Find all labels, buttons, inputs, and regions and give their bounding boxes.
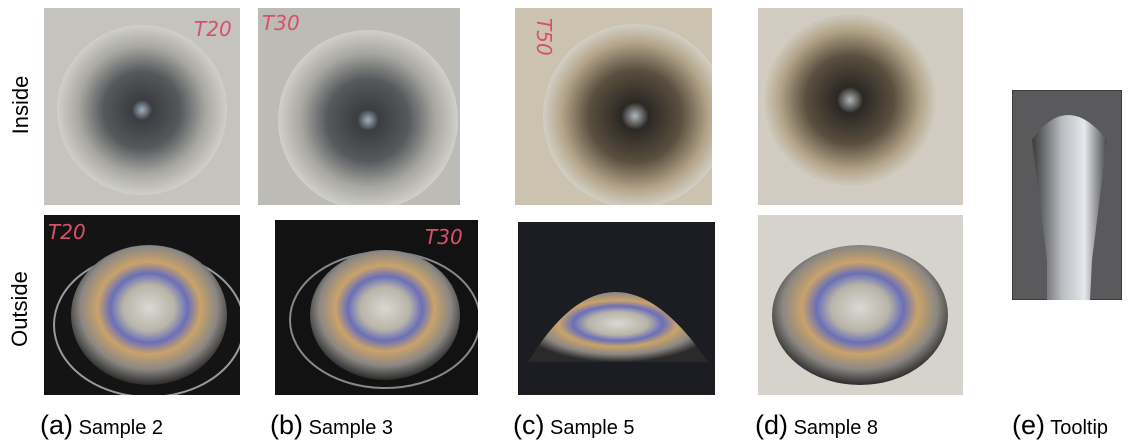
caption: (d) Sample 8 xyxy=(755,410,878,441)
caption-letter: (a) xyxy=(40,410,73,440)
sample-mark: T30 xyxy=(425,225,463,249)
row-label: Inside xyxy=(8,70,34,140)
caption-letter: (d) xyxy=(755,410,788,440)
caption: (e) Tooltip xyxy=(1012,410,1108,441)
photo-outside xyxy=(518,222,715,395)
photo-inside: T30 xyxy=(258,8,460,205)
photo-tooltip xyxy=(1012,90,1122,300)
sample-mark: T30 xyxy=(262,11,300,35)
sample-mark: T20 xyxy=(194,17,232,41)
figure: Inside Outside T20 T30 T50 T20 T30 (a) S… xyxy=(0,0,1143,444)
caption-text: Sample 5 xyxy=(550,417,635,439)
row-label: Outside xyxy=(7,264,33,354)
caption: (c) Sample 5 xyxy=(513,410,635,441)
caption-text: Tooltip xyxy=(1050,417,1108,439)
sample-mark: T50 xyxy=(532,18,556,56)
sample-mark: T20 xyxy=(48,220,86,244)
caption-text: Sample 2 xyxy=(79,417,164,439)
caption: (a) Sample 2 xyxy=(40,410,163,441)
caption-text: Sample 8 xyxy=(794,417,879,439)
photo-outside: T30 xyxy=(275,220,478,395)
photo-inside: T50 xyxy=(515,8,712,205)
caption-letter: (e) xyxy=(1012,410,1045,440)
caption-letter: (b) xyxy=(270,410,303,440)
caption: (b) Sample 3 xyxy=(270,410,393,441)
caption-text: Sample 3 xyxy=(309,417,394,439)
photo-outside: T20 xyxy=(44,215,240,395)
photo-inside: T20 xyxy=(44,8,240,205)
photo-inside xyxy=(758,8,963,205)
caption-letter: (c) xyxy=(513,410,544,440)
photo-outside xyxy=(758,215,963,395)
